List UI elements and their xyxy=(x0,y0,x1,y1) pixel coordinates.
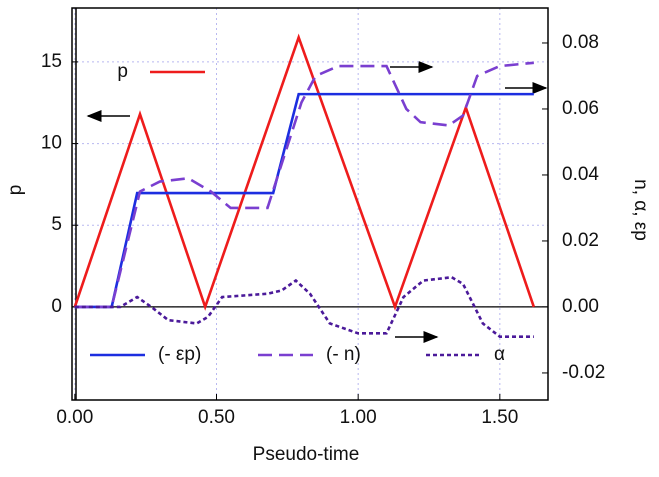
series-line xyxy=(73,33,536,311)
legend-label: (- εp) xyxy=(158,344,201,365)
plot-frame xyxy=(71,7,549,401)
annotation-arrows xyxy=(86,61,548,343)
x-tick-label: 1.50 xyxy=(481,407,518,428)
y2-tick-label: 0.06 xyxy=(562,98,599,119)
series-line xyxy=(74,61,534,309)
x-tick-label: 0.00 xyxy=(56,407,93,428)
x-tick-label: 1.00 xyxy=(340,407,377,428)
series-line xyxy=(74,275,534,338)
y2-tick-label: 0.00 xyxy=(562,296,599,317)
y2-tick-label: 0.02 xyxy=(562,230,599,251)
x-axis-label: Pseudo-time xyxy=(253,444,360,465)
legend-label: α xyxy=(494,344,505,365)
y-tick-label: 10 xyxy=(41,133,62,154)
y2-tick-label: 0.08 xyxy=(562,32,599,53)
y2-tick-label: -0.02 xyxy=(562,362,605,383)
y-tick-label: 15 xyxy=(41,51,62,72)
y-tick-label: 0 xyxy=(51,296,62,317)
legend-label: p xyxy=(117,61,128,82)
y-axis-label: p xyxy=(5,185,26,196)
y2-tick-label: 0.04 xyxy=(562,164,599,185)
y-tick-label: 5 xyxy=(51,214,62,235)
x-tick-label: 0.50 xyxy=(198,407,235,428)
y2-axis-label: n, α, εp xyxy=(630,179,651,241)
legend-label: (- n) xyxy=(326,344,361,365)
